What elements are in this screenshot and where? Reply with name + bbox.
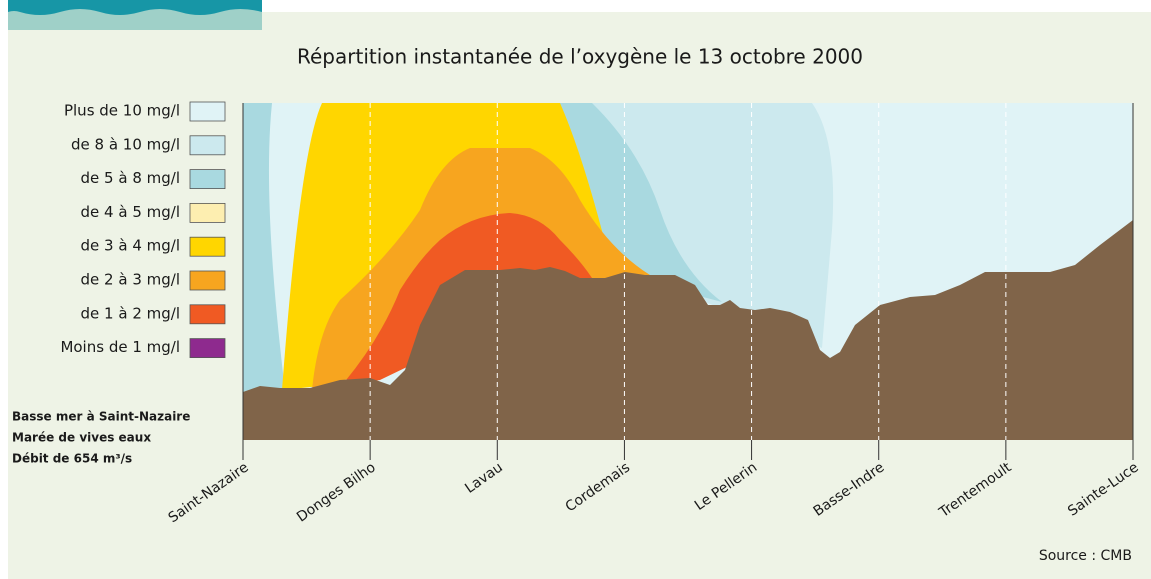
section [242,103,1134,460]
legend-swatch [189,101,226,122]
legend-label: de 5 à 8 mg/l [81,169,180,187]
legend-label: de 1 à 2 mg/l [81,304,180,322]
note: Marée de vives eaux [12,431,151,445]
legend-swatch [189,169,226,190]
legend-label: de 2 à 3 mg/l [81,271,180,289]
legend-swatch [189,236,226,257]
legend-swatch [189,135,226,156]
legend-swatch [189,338,226,359]
legend-label: de 8 à 10 mg/l [71,135,180,153]
legend-swatch [189,304,226,325]
legend-swatch [189,202,226,223]
note: Basse mer à Saint-Nazaire [12,410,190,424]
zone-5-8 [545,103,722,302]
legend-label: de 3 à 4 mg/l [81,237,180,255]
legend-label: Moins de 1 mg/l [60,338,180,356]
legend-label: de 4 à 5 mg/l [81,203,180,221]
zone-5-8 [243,103,285,392]
header-wave [8,0,262,15]
source: Source : CMB [1039,548,1132,564]
note: Débit de 654 m³/s [12,452,132,466]
legend-swatch [189,270,226,291]
riverbed [243,220,1133,440]
title: Répartition instantanée de l’oxygène le … [297,45,863,69]
legend-label: Plus de 10 mg/l [64,102,180,120]
